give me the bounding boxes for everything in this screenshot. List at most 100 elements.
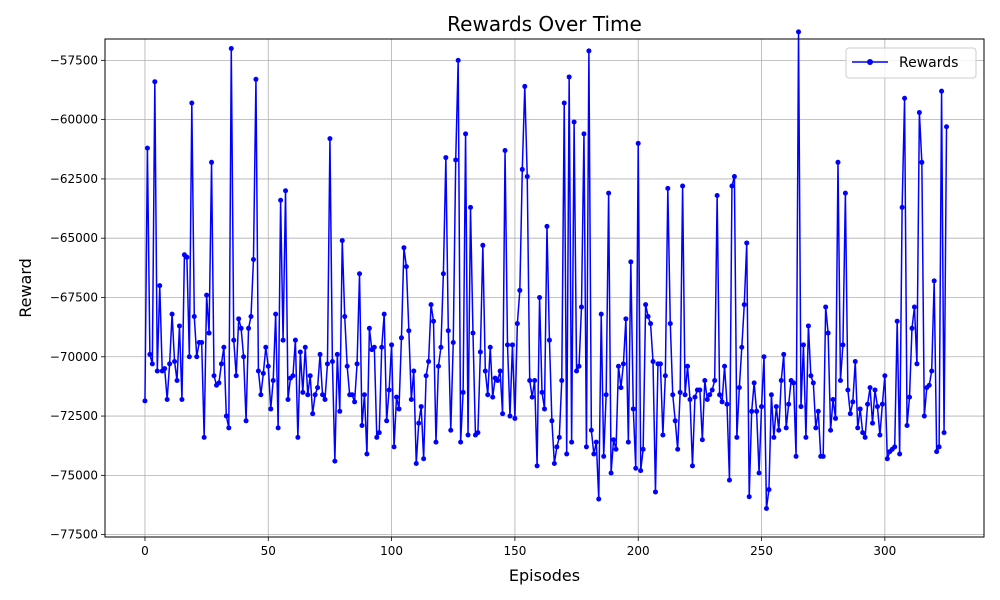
data-point [386,387,392,393]
data-point [593,439,599,445]
data-point [640,446,646,452]
data-point [791,380,797,386]
data-point [260,370,266,376]
data-point [191,313,197,319]
data-point [435,363,441,369]
data-point [833,415,839,421]
data-point [228,45,234,51]
data-point [485,392,491,398]
data-point [808,373,814,379]
data-point [431,318,437,324]
data-point [796,29,802,35]
data-point [482,368,488,374]
data-point [184,254,190,260]
data-point [633,465,639,471]
data-point [564,451,570,457]
data-point [944,124,950,130]
data-point [231,337,237,343]
data-point [381,311,387,317]
data-point [872,387,878,393]
data-point [687,396,693,402]
data-point [443,155,449,161]
data-point [554,444,560,450]
y-tick-label: −57500 [50,53,98,67]
data-point [292,337,298,343]
data-point [297,349,303,355]
data-point [401,245,407,251]
data-point [174,377,180,383]
data-point [458,439,464,445]
data-point [514,321,520,327]
data-point [650,359,656,365]
data-point [263,344,269,350]
data-point [719,399,725,405]
data-point [233,373,239,379]
data-point [418,404,424,410]
data-point [315,385,321,391]
data-point [763,506,769,512]
data-point [537,294,543,300]
data-point [623,316,629,322]
data-point [608,470,614,476]
data-point [379,344,385,350]
data-point [857,406,863,412]
data-point [403,264,409,270]
data-point [805,323,811,329]
x-tick-label: 250 [750,544,773,558]
data-point [253,76,259,82]
data-point [172,359,178,365]
data-point [495,377,501,383]
data-point [327,136,333,142]
data-point [643,302,649,308]
data-point [517,287,523,293]
data-point [532,377,538,383]
data-point [320,392,326,398]
data-point [926,382,932,388]
data-point [278,197,284,203]
data-point [519,166,525,172]
data-point [211,373,217,379]
data-point [522,83,528,89]
data-point [209,159,215,165]
data-point [300,389,306,395]
data-point [334,351,340,357]
data-point [470,330,476,336]
data-point [339,238,345,244]
data-point [295,434,301,440]
data-point [275,425,281,431]
data-point [329,359,335,365]
data-point [226,425,232,431]
data-point [729,183,735,189]
data-point [904,423,910,429]
data-point [704,396,710,402]
data-point [820,453,826,459]
data-point [759,404,765,410]
data-point [324,361,330,367]
data-point [939,88,945,94]
data-point [717,392,723,398]
data-point [433,439,439,445]
data-point [771,434,777,440]
data-point [374,434,380,440]
data-point [682,392,688,398]
data-point [867,385,873,391]
data-point [468,204,474,210]
data-point [162,366,168,372]
data-point [921,413,927,419]
data-point [176,323,182,329]
data-point [756,470,762,476]
data-point [206,330,212,336]
data-point [534,463,540,469]
data-point [697,387,703,393]
data-point [813,425,819,431]
data-point [611,437,617,443]
data-point [566,74,572,80]
data-point [349,392,355,398]
data-point [542,406,547,412]
data-point [337,408,343,414]
x-tick-label: 300 [873,544,896,558]
data-point [502,147,508,153]
data-point [465,432,471,438]
data-point [487,344,493,350]
